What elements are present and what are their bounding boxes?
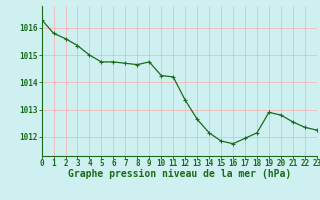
X-axis label: Graphe pression niveau de la mer (hPa): Graphe pression niveau de la mer (hPa) bbox=[68, 169, 291, 179]
